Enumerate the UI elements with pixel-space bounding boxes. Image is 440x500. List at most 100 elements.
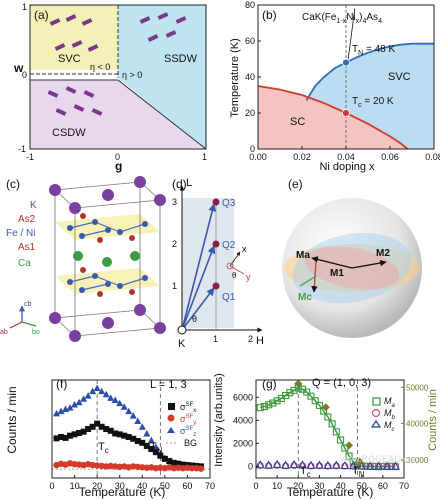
panel-a-ytick: 1 xyxy=(22,2,27,12)
q-vectors xyxy=(181,203,217,331)
region-svc-b-label: SVC xyxy=(388,71,411,83)
data-point-sigma-z xyxy=(116,399,124,407)
data-point-mc xyxy=(281,460,291,469)
vector-m1-label: M1 xyxy=(330,268,344,279)
crystal-axes: cb ab bo xyxy=(0,301,40,336)
data-point-sigma-z xyxy=(57,407,65,415)
data-point-sigma-z xyxy=(71,401,79,408)
plot-frame xyxy=(51,379,211,479)
crystal-legend: K As2 Fe / Ni As1 Ca xyxy=(6,200,37,269)
axis-y-label: y xyxy=(246,272,251,282)
angle-label-small: θ xyxy=(232,271,237,280)
data-point-sigma-z xyxy=(143,429,151,437)
data-point-ma xyxy=(324,413,332,421)
x-tick-label: 70 xyxy=(205,481,215,491)
x-tick-label: 10 xyxy=(70,481,80,491)
vector-q1-label: Q1 xyxy=(222,292,236,303)
data-point-ma xyxy=(303,388,311,396)
watermark: www.ROGEAQ.com xyxy=(339,454,421,464)
x-tick-label: 40 xyxy=(137,481,147,491)
x-tick-label: 50 xyxy=(357,481,367,491)
vector-ma-label: Ma xyxy=(296,250,310,261)
legend-ca: Ca xyxy=(18,258,31,269)
panel-g-annotation: Q = (1, 0, 3) xyxy=(312,377,371,389)
panel-g-xlabel: Temperature (K) xyxy=(287,485,374,499)
data-point-sigma-z xyxy=(134,417,142,424)
panel-g-ylabel-right: Counts / min xyxy=(427,389,439,451)
data-point-mb xyxy=(290,461,298,469)
panel-b: 0.00 0.02 0.04 0.06 0.08 0 20 40 60 80 (b) CaK(Fe… xyxy=(229,0,440,173)
data-point-mb xyxy=(332,462,340,470)
tn-pointer xyxy=(347,8,356,60)
data-point-counts xyxy=(294,379,303,388)
data-point-sigma-z xyxy=(147,436,155,444)
panel-d-ylabel: L xyxy=(186,177,192,189)
y-tick-label: 6000 xyxy=(233,392,253,402)
data-point-sigma-z xyxy=(129,412,137,419)
data-point-mb xyxy=(256,461,264,470)
legend-mc: Mc xyxy=(384,420,395,433)
data-point-mb xyxy=(265,462,273,470)
data-point-ma xyxy=(269,399,277,407)
data-point-sigma-z xyxy=(80,395,88,402)
vector-q3-label: Q3 xyxy=(222,198,236,209)
data-point-sigma-x xyxy=(175,460,182,467)
data-point-mb xyxy=(324,462,332,470)
data-point-sigma-x xyxy=(152,449,159,456)
panel-g-label: (g) xyxy=(262,377,277,391)
data-point-sigma-x xyxy=(107,427,114,434)
data-point-ma xyxy=(345,452,353,460)
data-point-mb xyxy=(282,462,290,470)
plot-area xyxy=(256,380,404,478)
x-tick-label: 0 xyxy=(253,481,258,491)
vector-mc-label: Mc xyxy=(298,292,312,303)
data-point-mc xyxy=(255,460,265,469)
tn-line xyxy=(305,42,434,101)
data-point-sigma-z xyxy=(98,387,106,395)
region-sc-label: SC xyxy=(290,116,305,128)
legend-as2: As2 xyxy=(18,214,36,225)
x-tick-label: 0.04 xyxy=(337,152,355,162)
x-tick-label: 0 xyxy=(49,481,54,491)
data-point-sigma-z xyxy=(53,409,61,417)
data-point-counts xyxy=(355,457,364,466)
x-tick-label: 30 xyxy=(314,481,324,491)
data-point-mc xyxy=(289,459,299,469)
data-point-sigma-x xyxy=(98,423,105,430)
panel-c: (c) xyxy=(0,176,166,342)
legend-fe-ni: Fe / Ni xyxy=(6,228,35,239)
data-point-sigma-z xyxy=(125,407,133,415)
legend-as1: As1 xyxy=(18,242,36,253)
crystal-structure xyxy=(49,176,166,342)
data-point-mc xyxy=(315,460,324,469)
data-point-ma xyxy=(328,420,336,428)
region-sc-fill xyxy=(258,86,408,149)
panel-f-ylabel: Counts / min xyxy=(5,386,19,453)
data-point-mc xyxy=(357,461,367,470)
data-point-mb xyxy=(307,462,315,470)
panel-a: (a) SVC SSDW CSDW η < 0 η > 0 w g 1 0 -1… xyxy=(13,2,207,173)
region-csdw xyxy=(30,80,206,149)
panel-g-tc: Tc xyxy=(300,465,311,479)
data-point-sigma-z xyxy=(66,404,74,411)
x-tick-label: 20 xyxy=(92,481,102,491)
panel-a-label: (a) xyxy=(34,8,49,22)
data-point-sigma-x xyxy=(80,428,87,435)
y-right-tick-label: 50000 xyxy=(406,383,429,392)
spin-glyphs-ssdw xyxy=(139,12,187,42)
data-point-mc xyxy=(348,461,358,470)
y-tick-label: 2000 xyxy=(233,438,253,448)
x-tick-label: 40 xyxy=(336,481,346,491)
panel-d-xtick: 1 xyxy=(213,334,218,344)
data-point-sigma-z xyxy=(102,390,110,398)
tn-label: TN = 48 K xyxy=(352,44,395,57)
data-point-sigma-z xyxy=(120,403,128,410)
y-tick-label: 20 xyxy=(245,108,255,118)
data-point-mb xyxy=(298,462,307,470)
panel-a-ytick: 0 xyxy=(22,70,27,80)
data-point-sigma-x xyxy=(103,426,110,432)
data-point-mc xyxy=(340,460,350,470)
spin-glyphs-svc xyxy=(49,14,99,52)
axis-a-label: ab xyxy=(0,329,8,336)
